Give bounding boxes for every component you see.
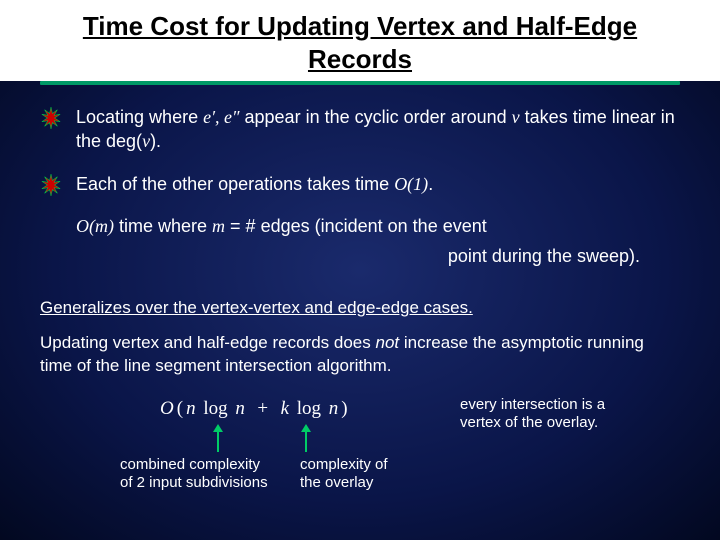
text: of 2 input subdivisions	[120, 474, 320, 492]
caption-overlay-k: complexity of the overlay	[300, 456, 440, 492]
math: v	[512, 107, 520, 127]
text-emphasis: not	[375, 333, 399, 352]
math: e′, e″	[203, 107, 239, 127]
text: the overlay	[300, 474, 440, 492]
text: time where	[114, 216, 212, 236]
text: appear in the cyclic order around	[240, 107, 512, 127]
text: = # edges (incident on the event	[225, 216, 487, 236]
math: v	[142, 131, 150, 151]
math: O(m)	[76, 216, 114, 236]
text: combined complexity	[120, 456, 320, 474]
text: ).	[150, 131, 161, 151]
bullet-item: Locating where e′, e″ appear in the cycl…	[40, 105, 680, 154]
text: vertex of the overlay.	[460, 414, 660, 432]
formula-area: O(n log n + k log n) combined complexity…	[40, 396, 680, 496]
page-title: Time Cost for Updating Vertex and Half-E…	[30, 10, 690, 75]
complexity-formula: O(n log n + k log n)	[160, 398, 351, 420]
starburst-icon	[40, 107, 62, 129]
text: Each of the other operations takes time	[76, 174, 394, 194]
updating-text: Updating vertex and half-edge records do…	[40, 332, 680, 378]
arrow-up-icon	[210, 424, 226, 454]
om-line: O(m) time where m = # edges (incident on…	[76, 214, 680, 238]
math: m	[212, 216, 225, 236]
text: .	[428, 174, 433, 194]
bullet-text: Each of the other operations takes time …	[76, 172, 433, 196]
text: Updating vertex and half-edge records do…	[40, 333, 375, 352]
bullet-item: Each of the other operations takes time …	[40, 172, 680, 196]
bullet-text: Locating where e′, e″ appear in the cycl…	[76, 105, 680, 154]
arrow-up-icon	[298, 424, 314, 454]
text: Locating where	[76, 107, 203, 127]
starburst-icon	[40, 174, 62, 196]
math: O(1)	[394, 174, 428, 194]
generalizes-text: Generalizes over the vertex-vertex and e…	[40, 298, 680, 318]
text: every intersection is a	[460, 396, 660, 414]
caption-combined: combined complexity of 2 input subdivisi…	[120, 456, 320, 492]
text: complexity of	[300, 456, 440, 474]
title-area: Time Cost for Updating Vertex and Half-E…	[0, 0, 720, 81]
caption-intersection: every intersection is a vertex of the ov…	[460, 396, 660, 432]
slide-content: Locating where e′, e″ appear in the cycl…	[0, 85, 720, 506]
om-line-2: point during the sweep).	[76, 244, 680, 268]
